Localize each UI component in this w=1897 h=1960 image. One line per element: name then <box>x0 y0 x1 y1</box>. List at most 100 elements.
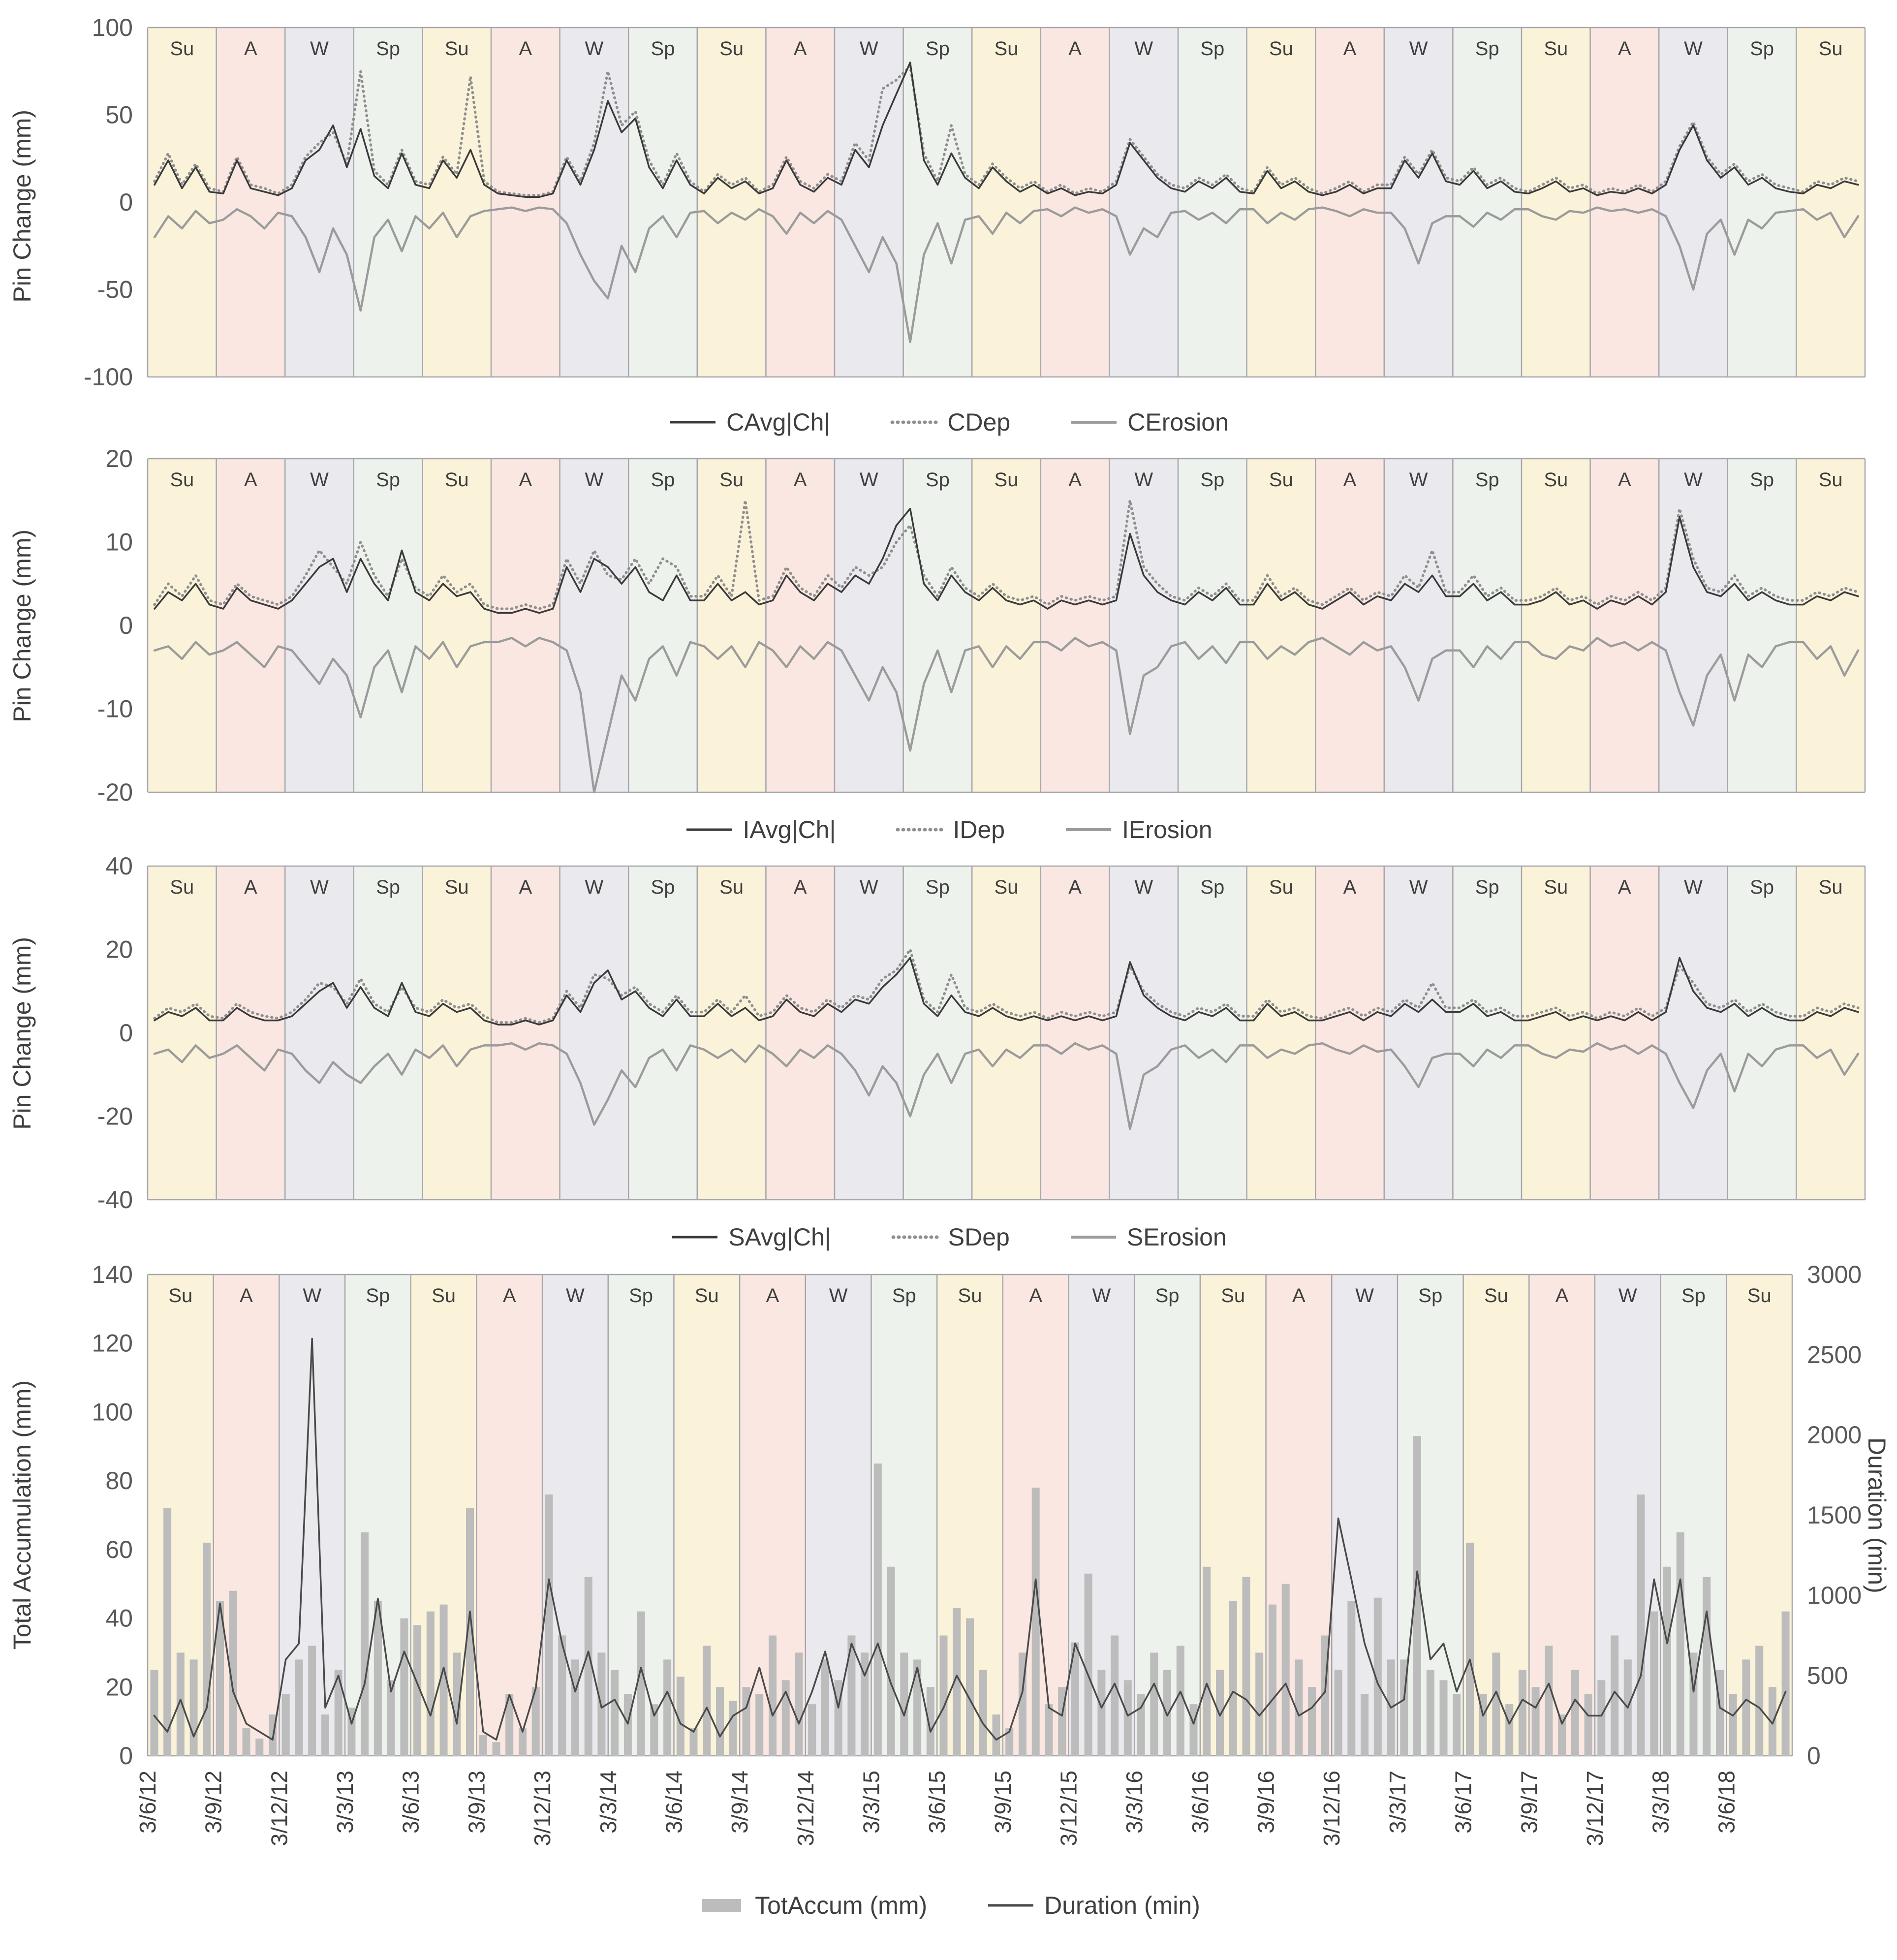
series-avg <box>154 957 1859 1026</box>
svg-text:0: 0 <box>119 1742 133 1770</box>
svg-text:A: A <box>519 876 532 898</box>
legend-label: SDep <box>948 1223 1010 1251</box>
svg-text:Su: Su <box>432 1285 456 1307</box>
legend-label: CDep <box>947 408 1011 436</box>
svg-text:100: 100 <box>92 14 133 41</box>
season-bands <box>148 866 1865 1200</box>
svg-text:3/12/12: 3/12/12 <box>266 1771 292 1846</box>
solid-dark-line-swatch-icon <box>672 1236 718 1239</box>
solid-gray-line-swatch-icon <box>1071 421 1117 424</box>
svg-text:3/6/12: 3/6/12 <box>135 1771 160 1834</box>
svg-text:-100: -100 <box>84 363 133 391</box>
svg-text:Su: Su <box>1484 1285 1508 1307</box>
svg-text:A: A <box>1292 1285 1306 1307</box>
svg-text:W: W <box>1134 38 1153 60</box>
svg-text:3/3/16: 3/3/16 <box>1121 1771 1147 1834</box>
svg-text:3/9/15: 3/9/15 <box>990 1771 1016 1834</box>
svg-text:W: W <box>1134 876 1153 898</box>
panel-s-legend: SAvg|Ch| SDep SErosion <box>0 1215 1897 1259</box>
svg-text:A: A <box>244 876 257 898</box>
legend-item-iavg: IAvg|Ch| <box>684 815 836 844</box>
solid-dark-line-swatch-icon <box>670 421 716 424</box>
svg-text:W: W <box>566 1285 585 1307</box>
panel-i-chart: Su A W Sp Su A W Sp Su A W Sp Su A W Sp Su A W Sp Su A W Sp Su 20… <box>97 445 1866 806</box>
svg-text:3/3/13: 3/3/13 <box>332 1771 358 1834</box>
svg-text:1500: 1500 <box>1807 1501 1862 1529</box>
svg-text:3/12/14: 3/12/14 <box>793 1771 818 1846</box>
y-axis-tick-labels: 0 20 40 60 80 100 120 140 <box>92 1261 133 1770</box>
svg-text:Su: Su <box>1544 38 1568 60</box>
svg-text:A: A <box>1618 469 1631 491</box>
svg-text:Su: Su <box>168 1285 192 1307</box>
svg-text:Sp: Sp <box>1155 1285 1180 1307</box>
series-dep <box>153 499 1860 610</box>
svg-text:Sp: Sp <box>651 876 675 898</box>
svg-text:W: W <box>1684 38 1703 60</box>
svg-text:Su: Su <box>719 469 744 491</box>
svg-text:20: 20 <box>105 936 133 964</box>
svg-text:W: W <box>585 38 604 60</box>
svg-text:Su: Su <box>1269 469 1293 491</box>
seasonal-pin-change-figure: Pin Change (mm) Su A W Sp Su A W Sp Su A W Sp Su A W Sp… <box>0 12 1897 1927</box>
svg-text:Su: Su <box>1747 1285 1772 1307</box>
svg-text:A: A <box>766 1285 779 1307</box>
svg-text:Sp: Sp <box>1200 38 1224 60</box>
dotted-line-swatch-icon <box>890 420 938 424</box>
svg-text:2500: 2500 <box>1807 1341 1862 1369</box>
svg-text:Su: Su <box>719 876 744 898</box>
svg-text:Su: Su <box>995 38 1019 60</box>
svg-text:3/6/13: 3/6/13 <box>398 1771 424 1834</box>
dotted-line-swatch-icon <box>896 828 944 832</box>
svg-text:Sp: Sp <box>376 876 400 898</box>
svg-text:Su: Su <box>1544 469 1568 491</box>
svg-text:3/6/14: 3/6/14 <box>661 1771 686 1834</box>
svg-text:20: 20 <box>105 445 133 472</box>
band-separators <box>147 1274 1793 1757</box>
svg-text:Su: Su <box>170 38 194 60</box>
legend-item-serosion: SErosion <box>1069 1223 1227 1251</box>
svg-text:W: W <box>1409 469 1428 491</box>
svg-text:Su: Su <box>1819 469 1843 491</box>
season-labels: Su A W Sp Su A W Sp Su A W Sp Su A W Sp Su A W Sp Su A W Sp Su <box>170 876 1842 898</box>
panel-i: Pin Change (mm) Su A W Sp Su A W Sp Su A W Sp Su A W Sp… <box>0 444 1897 851</box>
svg-text:W: W <box>860 469 878 491</box>
panel-c-chart: Su A W Sp Su A W Sp Su A W Sp Su A W Sp Su A W Sp Su A W Sp Su 10… <box>84 14 1866 391</box>
y-axis-tick-labels: 100 50 0 -50 -100 <box>84 14 133 391</box>
svg-text:Su: Su <box>1221 1285 1245 1307</box>
svg-text:A: A <box>1618 876 1631 898</box>
svg-text:Su: Su <box>995 469 1019 491</box>
svg-text:A: A <box>1068 38 1082 60</box>
svg-text:A: A <box>794 876 807 898</box>
svg-text:A: A <box>244 469 257 491</box>
svg-text:Sp: Sp <box>1200 469 1224 491</box>
legend-item-idep: IDep <box>895 815 1005 844</box>
legend-item-cerosion: CErosion <box>1069 408 1229 436</box>
svg-text:0: 0 <box>119 188 133 216</box>
legend-item-totaccum: TotAccum (mm) <box>697 1891 927 1920</box>
solid-gray-line-swatch-icon <box>1070 1236 1116 1239</box>
svg-text:Su: Su <box>170 876 194 898</box>
svg-text:Sp: Sp <box>376 38 400 60</box>
legend-label: SErosion <box>1126 1223 1227 1251</box>
svg-text:Su: Su <box>1819 38 1843 60</box>
svg-text:Su: Su <box>1819 876 1843 898</box>
svg-text:A: A <box>1343 469 1357 491</box>
legend-item-cavg: CAvg|Ch| <box>668 408 830 436</box>
season-labels: Su A W Sp Su A W Sp Su A W Sp Su A W Sp Su A W Sp Su A W Sp Su <box>170 38 1842 60</box>
legend-item-duration: Duration (min) <box>986 1891 1200 1920</box>
legend-label: IAvg|Ch| <box>743 816 836 843</box>
svg-text:A: A <box>1555 1285 1569 1307</box>
panel-i-legend: IAvg|Ch| IDep IErosion <box>0 808 1897 851</box>
svg-text:60: 60 <box>105 1536 133 1563</box>
svg-text:2000: 2000 <box>1807 1421 1862 1449</box>
svg-text:W: W <box>1409 38 1428 60</box>
band-separators <box>147 865 1866 1201</box>
svg-text:1000: 1000 <box>1807 1582 1862 1609</box>
legend-label: CErosion <box>1127 408 1229 436</box>
svg-text:A: A <box>1068 876 1082 898</box>
series-avg <box>154 62 1859 198</box>
svg-text:W: W <box>585 469 604 491</box>
x-axis-date-labels: 3/6/12 3/9/12 3/12/12 3/3/13 3/6/13 3/9/13 3/1… <box>135 1771 1739 1846</box>
svg-text:80: 80 <box>105 1467 133 1494</box>
svg-text:W: W <box>310 876 329 898</box>
